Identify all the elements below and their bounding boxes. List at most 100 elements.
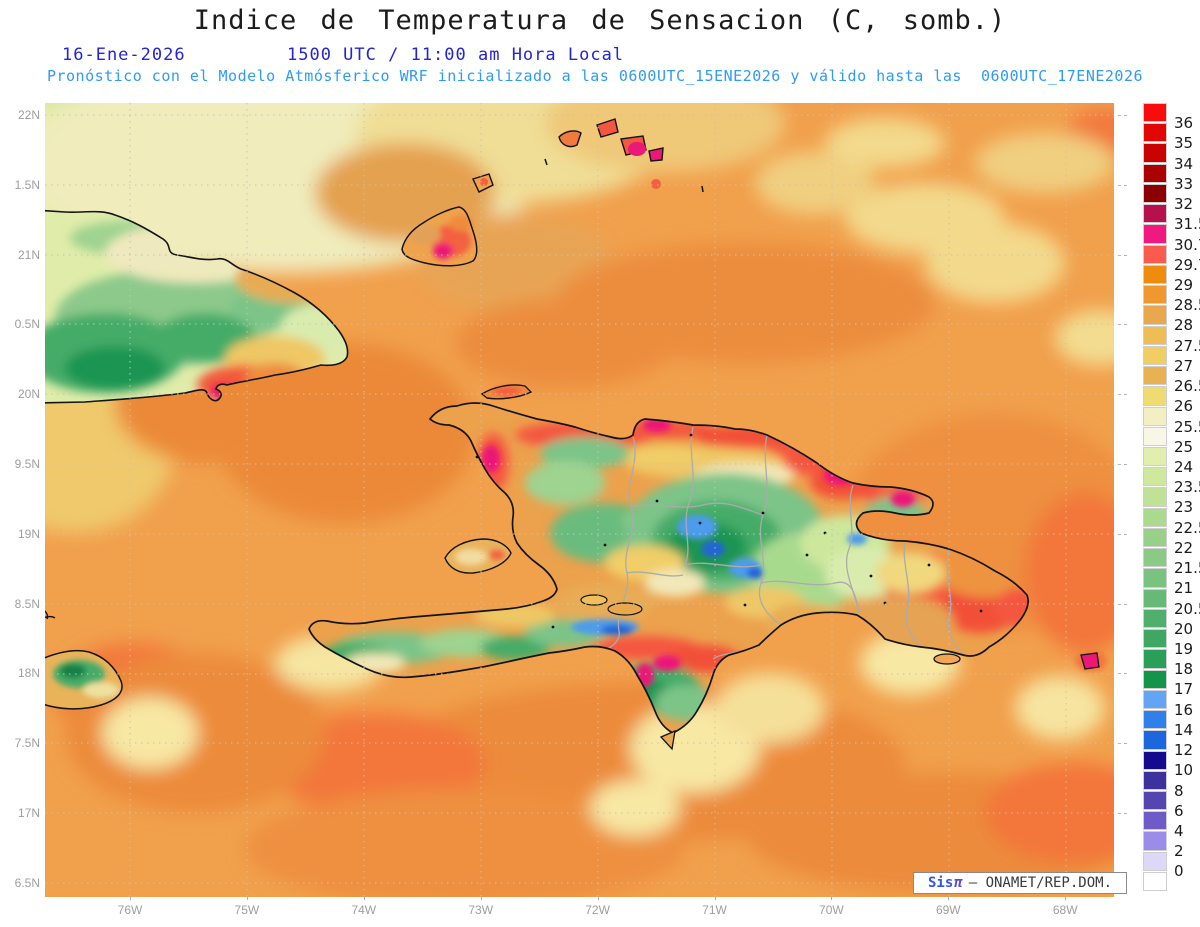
colorbar-cell [1143, 446, 1167, 467]
colorbar-cell [1143, 548, 1167, 568]
lon-tick [1065, 896, 1067, 900]
colorbar-label: 27.5 [1174, 336, 1200, 355]
colorbar-cell [1143, 264, 1167, 285]
lat-tick [1118, 603, 1121, 605]
lon-tick [130, 896, 131, 900]
colorbar-cell [1143, 790, 1167, 811]
lat-tick [1118, 254, 1121, 256]
lat-label: 17N [17, 806, 40, 820]
colorbar-label: 27 [1174, 356, 1194, 375]
station-dots [475, 433, 983, 629]
colorbar-cell [1143, 406, 1167, 426]
colorbar-cell [1143, 183, 1167, 204]
watermark-suffix: – ONAMET/REP.DOM. [968, 875, 1113, 891]
colorbar-cell [1143, 507, 1167, 527]
colorbar-label: 31.5 [1174, 215, 1200, 234]
colorbar-label: 22.5 [1174, 518, 1200, 537]
lat-label: 7.5N [14, 736, 40, 751]
colorbar-label: 0 [1174, 862, 1184, 881]
colorbar-cell [1143, 710, 1167, 730]
colorbar-cell [1143, 386, 1167, 406]
colorbar-cell [1143, 426, 1167, 446]
colorbar-cell [1143, 568, 1167, 588]
colorbar-cell [1143, 244, 1167, 264]
colorbar-label: 20.5 [1174, 599, 1200, 618]
colorbar-cell [1143, 588, 1167, 608]
colorbar-label: 30.7 [1174, 235, 1200, 254]
colorbar-cell [1143, 325, 1167, 345]
colorbar-label: 21 [1174, 579, 1194, 598]
lat-tick [1118, 464, 1121, 465]
forecast-time: 1500 UTC / 11:00 am Hora Local [287, 45, 625, 65]
saona-island [933, 653, 961, 665]
colorbar-label: 36 [1174, 114, 1194, 133]
colorbar-label: 2 [1174, 842, 1184, 861]
lon-label: 68W [1052, 903, 1078, 917]
colorbar-legend [1143, 103, 1167, 892]
colorbar-label: 33 [1174, 174, 1194, 193]
colorbar-label: 6 [1174, 801, 1184, 820]
lon-label: 76W [117, 903, 143, 917]
page-title: Indice de Temperatura de Sensacion (C, s… [193, 5, 1007, 36]
colorbar-label: 20 [1174, 619, 1194, 638]
colorbar-cell [1143, 103, 1167, 123]
colorbar-cell [1143, 629, 1167, 649]
lat-label: 6.5N [14, 875, 40, 890]
lat-label: 21N [17, 247, 40, 262]
lon-label: 75W [234, 903, 260, 917]
colorbar-label: 8 [1174, 781, 1184, 800]
lon-label: 70W [819, 903, 844, 917]
colorbar-cell [1143, 487, 1167, 507]
inagua-island [401, 173, 494, 267]
lon-label: 72W [585, 903, 610, 917]
colorbar-cell [1143, 831, 1167, 851]
lat-label: 20N [17, 387, 40, 402]
colorbar-cell [1143, 467, 1167, 487]
lat-tick [1124, 324, 1127, 326]
colorbar-label: 17 [1174, 680, 1194, 699]
colorbar-cell [1143, 163, 1167, 183]
colorbar-label: 25.5 [1174, 417, 1200, 436]
lon-tick [480, 896, 482, 900]
lat-tick [1118, 324, 1121, 326]
colorbar-cell [1143, 669, 1167, 689]
forecast-date: 16-Ene-2026 [62, 45, 186, 65]
lon-tick [363, 896, 365, 900]
lat-tick [1118, 743, 1121, 745]
lake-enriquillo [607, 602, 643, 616]
colorbar-cell [1143, 730, 1167, 750]
lat-label: 22N [17, 108, 40, 122]
jamaica-coastline [45, 649, 123, 710]
forecast-model-info: Pronóstico con el Modelo Atmósferico WRF… [46, 67, 1144, 85]
lon-label: 69W [935, 903, 961, 917]
colorbar-label: 34 [1174, 154, 1194, 173]
colorbar-cell [1143, 608, 1167, 629]
hispaniola-landmass [308, 402, 1029, 734]
lat-label: 0.5N [14, 317, 40, 332]
lon-tick [831, 896, 833, 900]
lat-tick [1124, 533, 1127, 535]
lon-label: 74W [351, 903, 377, 917]
lat-tick [1118, 813, 1121, 814]
lat-tick [1118, 533, 1121, 535]
lat-label: 9.5N [14, 457, 40, 471]
lat-tick [1124, 464, 1127, 465]
colorbar-cell [1143, 123, 1167, 143]
colorbar-label: 29 [1174, 276, 1194, 294]
colorbar-cell [1143, 871, 1167, 892]
colorbar-label: 4 [1174, 821, 1184, 840]
sea-temperature-field [45, 103, 1114, 897]
lat-tick [1124, 603, 1127, 605]
lat-label: 8.5N [14, 596, 40, 611]
lat-tick [1124, 254, 1127, 256]
colorbar-label: 28 [1174, 316, 1194, 335]
colorbar-cell [1143, 527, 1167, 548]
cuba-coastline [45, 209, 349, 404]
colorbar-cell [1143, 649, 1167, 669]
lat-tick [1118, 184, 1121, 186]
colorbar-cell [1143, 811, 1167, 831]
colorbar-label: 29.7 [1174, 255, 1200, 274]
colorbar-cell [1143, 204, 1167, 224]
province-borders [606, 426, 964, 660]
